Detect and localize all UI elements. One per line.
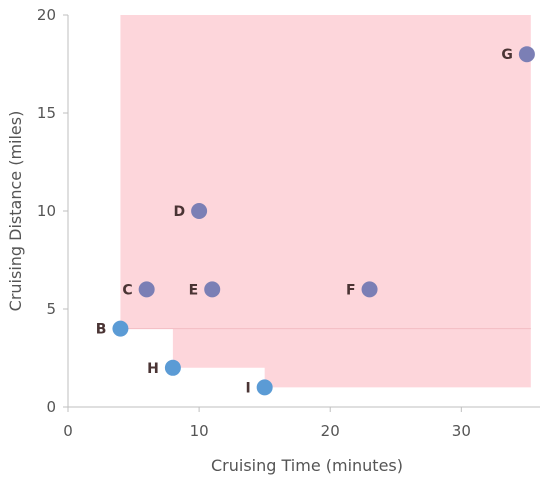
- data-points: B C D E F G H I: [96, 46, 535, 396]
- point-label-f: F: [346, 282, 356, 298]
- x-tick-label: 0: [63, 422, 73, 440]
- y-tick-label: 0: [46, 398, 56, 416]
- x-axis-title: Cruising Time (minutes): [211, 456, 403, 475]
- data-point-i: [256, 379, 273, 396]
- y-tick-label: 15: [37, 104, 56, 122]
- point-label-b: B: [96, 322, 107, 338]
- dominated-region-area: [120, 15, 531, 388]
- point-label-d: D: [173, 204, 185, 220]
- y-axis-title: Cruising Distance (miles): [6, 111, 25, 312]
- x-tick-label: 20: [321, 422, 340, 440]
- point-label-i: I: [245, 380, 250, 396]
- data-point-d: [191, 203, 208, 219]
- tick-labels: 0 10 20 30 0 5 10 15 20: [37, 6, 471, 440]
- point-label-h: H: [147, 361, 159, 377]
- dominated-region: [120, 15, 531, 388]
- data-point-b: [112, 320, 129, 337]
- point-label-g: G: [501, 47, 513, 63]
- data-point-f: [361, 281, 378, 298]
- x-tick-label: 30: [452, 422, 471, 440]
- data-point-c: [138, 281, 155, 298]
- point-label-e: E: [189, 282, 199, 298]
- y-tick-label: 10: [37, 202, 56, 220]
- data-point-g: [518, 46, 535, 63]
- y-tick-label: 20: [37, 6, 56, 24]
- x-tick-label: 10: [190, 422, 209, 440]
- y-tick-label: 5: [46, 300, 56, 318]
- data-point-e: [204, 281, 221, 298]
- point-label-c: C: [122, 282, 132, 298]
- data-point-h: [164, 359, 181, 376]
